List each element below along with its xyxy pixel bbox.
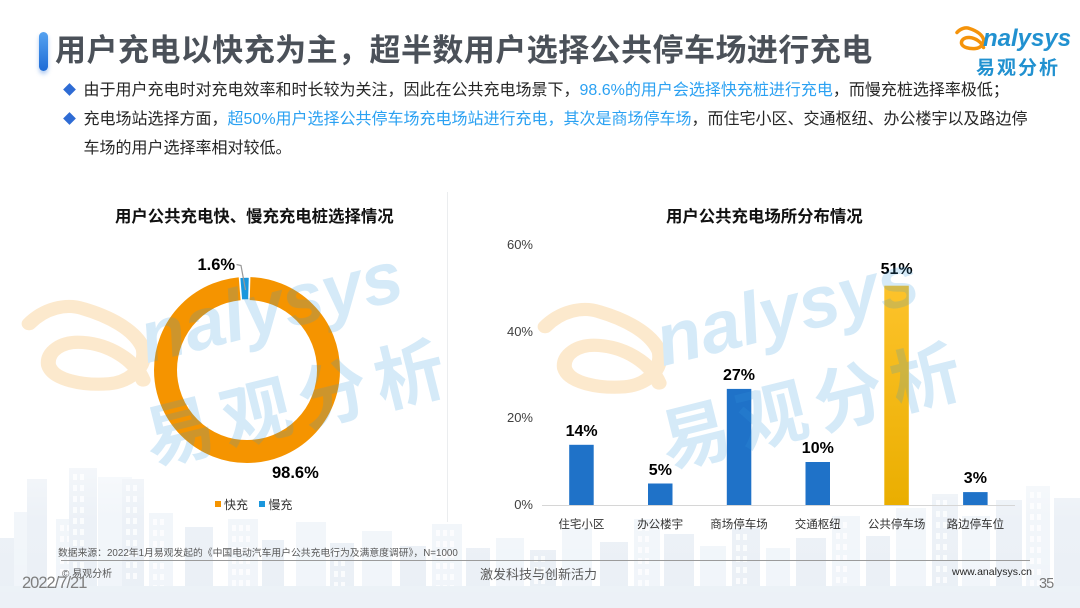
svg-text:nalysys: nalysys: [983, 25, 1071, 52]
svg-text:易观分析: 易观分析: [976, 53, 1060, 80]
